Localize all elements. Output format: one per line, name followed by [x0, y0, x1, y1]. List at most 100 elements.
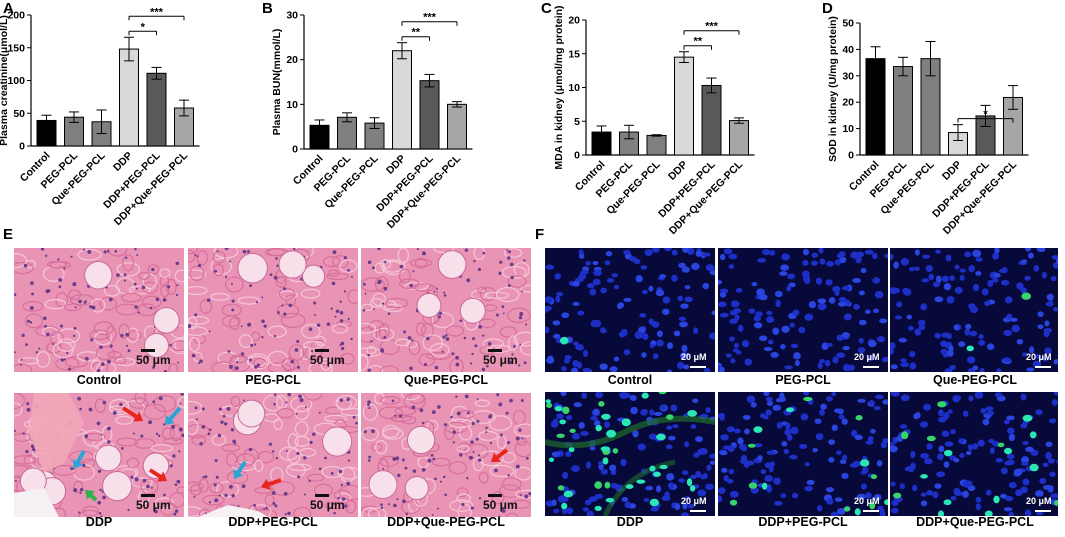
nucleus	[202, 476, 205, 479]
green-positive-cell	[997, 442, 1005, 448]
nucleus	[223, 422, 228, 426]
tubule	[221, 443, 241, 452]
dapi-nucleus	[546, 357, 555, 364]
tubule	[14, 455, 36, 465]
dapi-nucleus	[1004, 496, 1014, 502]
nucleus	[141, 285, 146, 290]
green-positive-cell	[568, 447, 575, 453]
tubule	[14, 393, 25, 410]
nucleus	[175, 261, 179, 265]
nucleus	[152, 365, 156, 369]
tubule	[49, 261, 71, 269]
nucleus	[29, 306, 34, 310]
tubule	[332, 323, 348, 334]
nucleus	[445, 337, 450, 341]
tubule	[174, 269, 184, 283]
dapi-nucleus	[838, 296, 847, 303]
tubule	[367, 507, 387, 517]
nucleus	[432, 457, 436, 461]
tubule	[188, 286, 208, 296]
nucleus	[261, 319, 265, 323]
tubule	[456, 445, 471, 453]
nucleus	[155, 297, 160, 302]
x-tick-label: DDP	[111, 150, 135, 174]
immunofluorescence-image-tile: 20 μM	[890, 248, 1058, 372]
nucleus	[368, 455, 372, 459]
dapi-nucleus	[893, 261, 899, 269]
tubule	[82, 505, 99, 517]
nucleus	[263, 324, 267, 328]
tubule	[361, 303, 374, 312]
nucleus	[296, 451, 300, 456]
scale-bar	[1035, 366, 1051, 368]
dapi-nucleus	[909, 362, 917, 370]
dapi-nucleus	[613, 284, 620, 290]
nucleus	[146, 484, 150, 489]
dapi-nucleus	[978, 339, 986, 346]
dapi-nucleus	[642, 333, 649, 341]
nucleus	[498, 515, 501, 517]
dapi-nucleus	[819, 408, 825, 416]
nucleus	[466, 278, 471, 283]
dapi-nucleus	[571, 465, 580, 473]
dapi-nucleus	[555, 295, 561, 303]
dapi-nucleus	[1022, 441, 1029, 446]
immunofluorescence-tile-label: DDP+PEG-PCL	[758, 515, 848, 529]
nucleus	[438, 315, 442, 319]
dapi-nucleus	[790, 426, 799, 435]
dapi-nucleus	[598, 461, 604, 466]
green-positive-cell	[649, 498, 660, 507]
dapi-nucleus	[964, 328, 971, 336]
nucleus	[166, 418, 170, 423]
tubule	[188, 418, 199, 435]
nucleus	[40, 248, 45, 251]
nucleus	[248, 447, 253, 452]
dapi-nucleus	[697, 489, 707, 497]
tubule	[513, 423, 531, 437]
dapi-nucleus	[948, 345, 954, 352]
nucleus	[523, 259, 526, 262]
dapi-nucleus	[655, 485, 662, 493]
nucleus	[74, 306, 77, 309]
green-positive-cell	[687, 409, 698, 417]
nucleus	[241, 484, 246, 489]
nucleus	[343, 256, 347, 260]
scale-bar-label: 20 μM	[681, 352, 707, 362]
nucleus	[207, 432, 211, 436]
dapi-nucleus	[989, 447, 995, 454]
dapi-nucleus	[1020, 393, 1027, 401]
if-texture	[890, 392, 1058, 516]
bar	[893, 66, 913, 156]
dapi-nucleus	[684, 285, 691, 290]
dapi-nucleus	[836, 450, 842, 455]
dapi-nucleus	[786, 434, 793, 441]
he-image-tile: 50 μm	[14, 393, 184, 517]
dapi-nucleus	[609, 366, 618, 372]
dapi-nucleus	[784, 428, 792, 436]
dapi-nucleus	[618, 331, 626, 338]
dapi-nucleus	[910, 450, 916, 459]
dapi-nucleus	[935, 275, 942, 284]
nucleus	[174, 509, 179, 513]
dapi-nucleus	[729, 336, 735, 342]
dapi-nucleus	[623, 349, 631, 356]
nucleus	[273, 334, 277, 338]
dapi-nucleus	[846, 364, 856, 371]
nucleus	[498, 271, 502, 275]
dapi-nucleus	[985, 406, 994, 412]
if-texture	[718, 248, 888, 372]
dapi-nucleus	[826, 260, 835, 267]
tubule	[143, 403, 167, 420]
dapi-nucleus	[890, 347, 895, 355]
tubule	[484, 291, 510, 299]
nucleus	[396, 498, 399, 501]
nucleus	[335, 309, 340, 314]
nucleus	[341, 346, 345, 351]
bar	[146, 72, 167, 147]
green-positive-cell	[869, 501, 876, 510]
he-image-tile: 50 μm	[14, 248, 184, 372]
dapi-nucleus	[900, 258, 909, 266]
y-tick-label: 20	[286, 54, 298, 66]
dapi-nucleus	[678, 316, 687, 321]
tubule	[44, 299, 67, 310]
